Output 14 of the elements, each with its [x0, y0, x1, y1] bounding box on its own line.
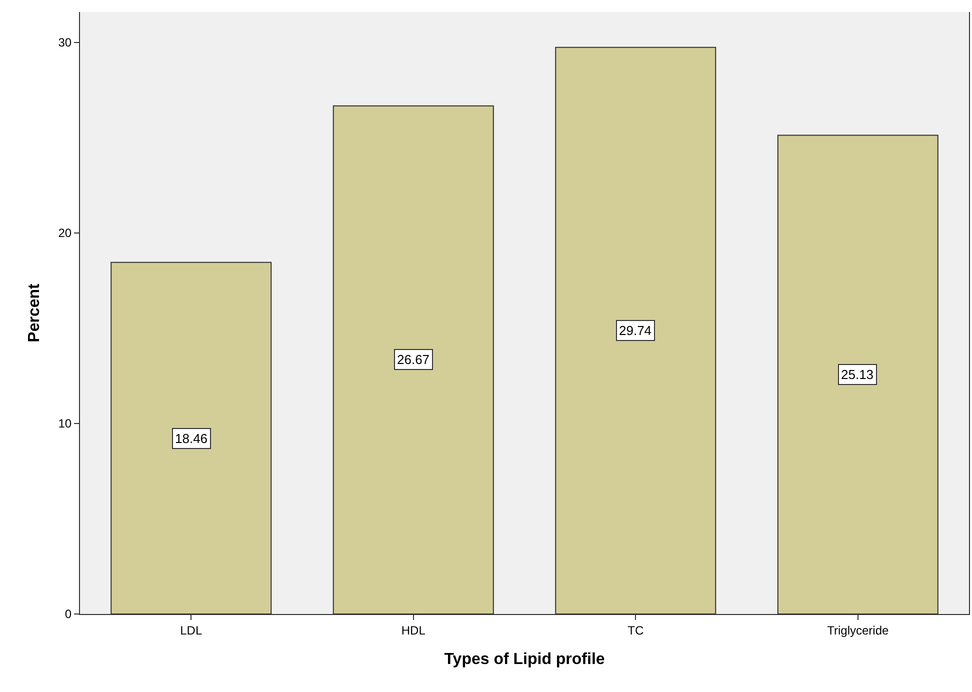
y-axis-title: Percent: [26, 282, 44, 342]
y-tick-label: 0: [64, 607, 72, 622]
data-label: 29.74: [619, 323, 652, 338]
x-axis-title: Types of Lipid profile: [444, 651, 605, 668]
y-tick-label: 10: [58, 416, 72, 431]
data-label: 18.46: [175, 431, 208, 446]
y-tick-label: 20: [58, 226, 72, 240]
x-tick-label: HDL: [401, 623, 426, 638]
data-label: 25.13: [841, 367, 874, 382]
x-tick-label: TC: [628, 623, 644, 638]
x-tick-label: Triglyceride: [827, 623, 889, 638]
y-tick-label: 30: [58, 36, 72, 50]
x-tick-label: LDL: [180, 623, 202, 638]
data-label: 26.67: [397, 352, 430, 367]
